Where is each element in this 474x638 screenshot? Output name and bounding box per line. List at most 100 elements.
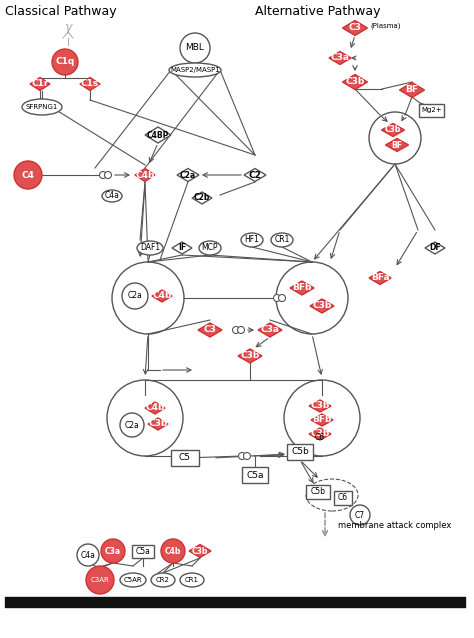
Bar [306,485,330,499]
Circle shape [350,505,370,525]
Text: C4b: C4b [152,292,172,300]
Circle shape [233,327,239,334]
Text: C5b: C5b [310,487,326,496]
Text: C1s: C1s [81,80,99,89]
Text: C2b: C2b [194,193,210,202]
Circle shape [237,327,245,334]
Text: C3a: C3a [105,547,121,556]
Text: BFb: BFb [312,415,332,424]
Text: IF: IF [178,244,186,253]
Polygon shape [385,138,409,151]
Polygon shape [309,428,331,440]
Text: SFRPNG1: SFRPNG1 [26,104,58,110]
Polygon shape [238,349,262,363]
Text: C4b: C4b [165,547,181,556]
Polygon shape [192,192,212,204]
Text: C3b: C3b [240,352,260,360]
Bar [334,491,352,505]
Text: C5a: C5a [136,547,150,556]
Polygon shape [309,400,331,412]
Text: C3b: C3b [148,420,168,429]
Circle shape [279,295,285,302]
Text: MASP2/MASP1: MASP2/MASP1 [170,67,220,73]
Circle shape [14,161,42,189]
Polygon shape [400,82,425,98]
Polygon shape [343,75,367,89]
Polygon shape [382,124,404,137]
Text: C3b: C3b [346,77,365,87]
Circle shape [273,295,281,302]
Text: C5a: C5a [246,470,264,480]
Text: C2: C2 [248,170,262,179]
Text: MBL: MBL [185,43,204,52]
Bar [171,450,199,466]
Text: C3b: C3b [310,429,329,438]
Text: C6: C6 [315,433,325,443]
Polygon shape [152,290,172,302]
Text: C2a: C2a [180,170,196,179]
Text: C6: C6 [338,494,348,503]
Text: C4BP: C4BP [147,131,169,140]
Polygon shape [290,281,314,295]
Circle shape [52,49,78,75]
Text: CR2: CR2 [156,577,170,583]
Text: C2a: C2a [128,292,142,300]
Text: C3: C3 [348,24,362,33]
Text: C4a: C4a [105,191,119,200]
Text: HF1: HF1 [245,235,259,244]
Circle shape [100,172,107,179]
Text: C1q: C1q [55,57,74,66]
Bar [419,103,445,117]
Polygon shape [189,544,211,558]
Bar [242,467,268,483]
Ellipse shape [199,241,221,255]
Text: C4a: C4a [81,551,95,560]
Ellipse shape [180,573,204,587]
Polygon shape [145,127,171,143]
Circle shape [238,452,246,459]
Text: (Plasma): (Plasma) [370,23,401,29]
Circle shape [86,566,114,594]
Polygon shape [172,242,192,254]
Bar [132,544,154,558]
Ellipse shape [137,241,163,255]
Ellipse shape [22,99,62,115]
Text: BF: BF [405,85,419,94]
Ellipse shape [120,573,146,587]
Text: BF: BF [392,140,402,149]
Text: C5AR: C5AR [124,577,142,583]
Bar [287,444,313,460]
Ellipse shape [151,573,175,587]
Ellipse shape [102,190,122,202]
Circle shape [101,539,125,563]
Text: C4: C4 [21,170,35,179]
Polygon shape [425,242,445,254]
Text: C4b: C4b [146,403,164,413]
Polygon shape [198,323,222,337]
Text: Mg2+: Mg2+ [422,107,442,113]
Ellipse shape [169,63,221,77]
Text: DAF1: DAF1 [140,244,160,253]
Text: BFa: BFa [371,274,389,283]
Polygon shape [343,20,367,36]
Circle shape [122,283,148,309]
Circle shape [77,544,99,566]
Text: C3: C3 [203,325,217,334]
Text: C7: C7 [355,510,365,519]
Text: membrane attack complex: membrane attack complex [338,521,451,530]
Text: C3b: C3b [385,126,401,135]
Text: MCP: MCP [202,244,218,253]
Polygon shape [145,402,165,414]
Polygon shape [369,272,391,285]
Text: CR1: CR1 [274,235,290,244]
Polygon shape [311,414,333,426]
Text: C5: C5 [179,454,191,463]
Text: C3AR: C3AR [91,577,109,583]
Polygon shape [30,77,50,91]
Text: C5b: C5b [291,447,309,457]
Polygon shape [310,299,334,313]
Circle shape [104,172,111,179]
Polygon shape [258,323,282,337]
Text: C3b: C3b [312,302,332,311]
Text: C3b: C3b [192,547,208,556]
